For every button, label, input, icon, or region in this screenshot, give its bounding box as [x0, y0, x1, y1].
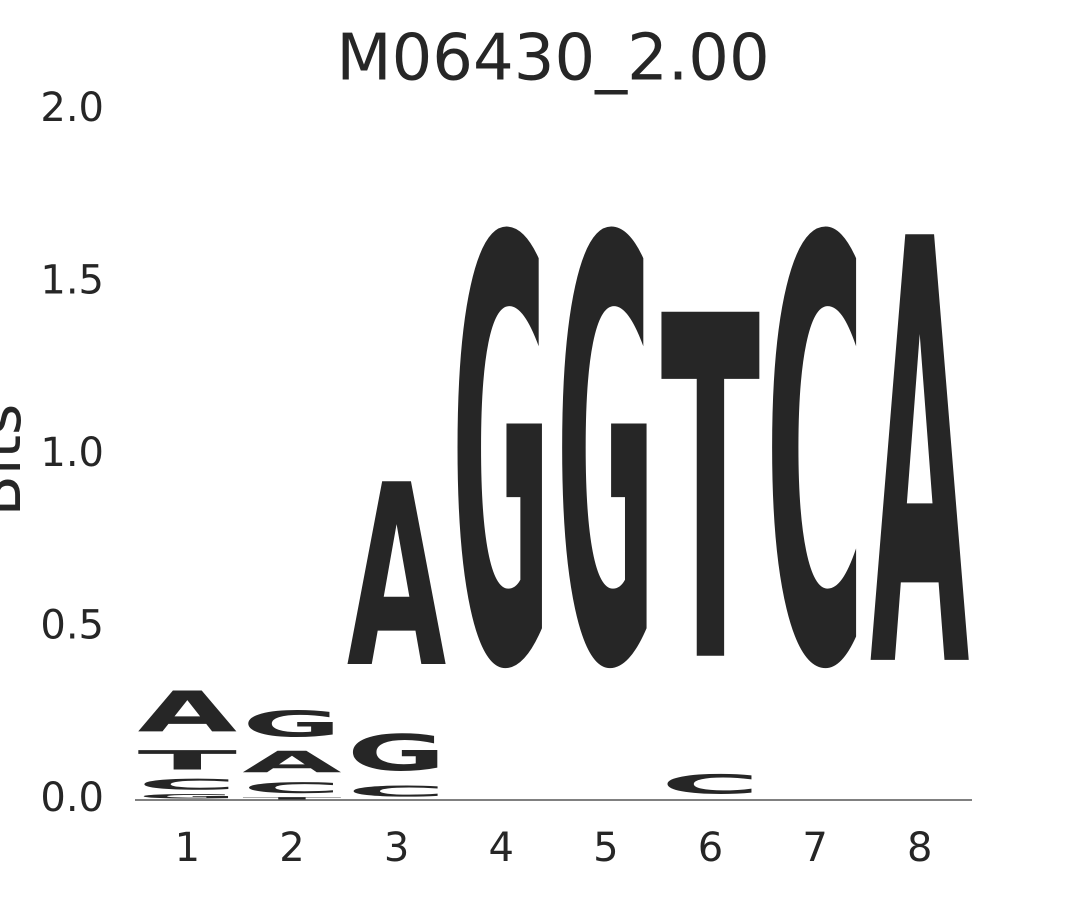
- letter: C: [765, 118, 864, 797]
- letter: T: [242, 797, 341, 800]
- letter: A: [870, 118, 970, 798]
- letter: G: [451, 120, 550, 799]
- x-tick-label: 3: [384, 825, 409, 871]
- letter: G: [556, 120, 655, 799]
- x-tick-label: 4: [488, 825, 513, 871]
- letter: C: [138, 776, 237, 793]
- x-tick-label: 7: [802, 825, 827, 871]
- letter: G: [347, 724, 446, 782]
- letter: C: [661, 769, 760, 800]
- x-tick-label: 2: [279, 825, 304, 871]
- letter: A: [347, 431, 446, 723]
- x-tick-label: 1: [175, 825, 200, 871]
- x-tick-label: 6: [698, 825, 723, 871]
- chart-title: M06430_2.00: [336, 22, 769, 96]
- letter: G: [138, 793, 237, 800]
- y-tick-label: 1.0: [40, 430, 104, 476]
- letter: C: [242, 779, 341, 796]
- x-tick-label: 8: [907, 825, 932, 871]
- letter: A: [242, 745, 341, 779]
- letter: G: [242, 704, 341, 745]
- letter: C: [347, 783, 446, 800]
- letter: T: [661, 219, 761, 768]
- y-tick-label: 0.5: [40, 603, 104, 649]
- letter: T: [138, 745, 237, 776]
- x-tick-label: 5: [593, 825, 618, 871]
- y-axis-label: Bits: [0, 404, 35, 517]
- y-tick-label: 1.5: [40, 258, 104, 304]
- letter: A: [138, 680, 238, 745]
- y-tick-label: 2.0: [40, 85, 104, 131]
- y-tick-label: 0.0: [40, 775, 104, 821]
